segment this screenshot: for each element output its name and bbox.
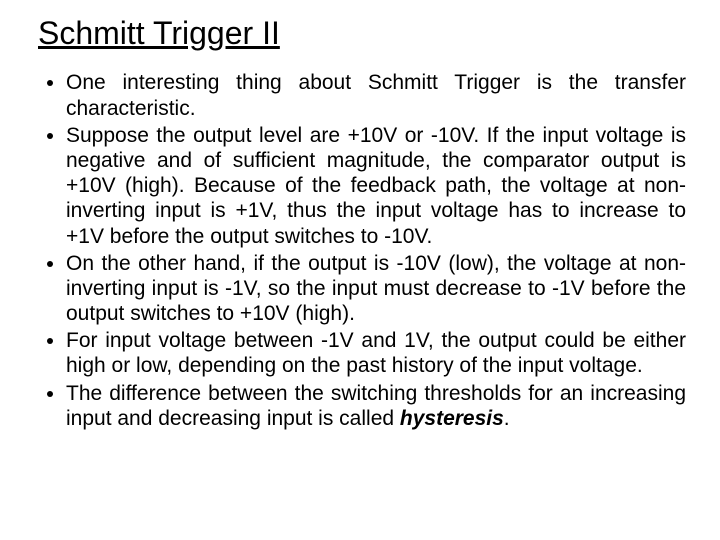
- bullet-text: The difference between the switching thr…: [66, 382, 686, 430]
- slide: Schmitt Trigger II One interesting thing…: [0, 0, 720, 540]
- bullet-list: One interesting thing about Schmitt Trig…: [32, 70, 688, 431]
- bullet-item: On the other hand, if the output is -10V…: [66, 251, 688, 327]
- slide-title: Schmitt Trigger II: [38, 14, 688, 52]
- bullet-item: The difference between the switching thr…: [66, 381, 688, 431]
- bullet-item: Suppose the output level are +10V or -10…: [66, 123, 688, 249]
- bullet-item: For input voltage between -1V and 1V, th…: [66, 328, 688, 378]
- bullet-item: One interesting thing about Schmitt Trig…: [66, 70, 688, 120]
- hysteresis-term: hysteresis: [400, 407, 504, 430]
